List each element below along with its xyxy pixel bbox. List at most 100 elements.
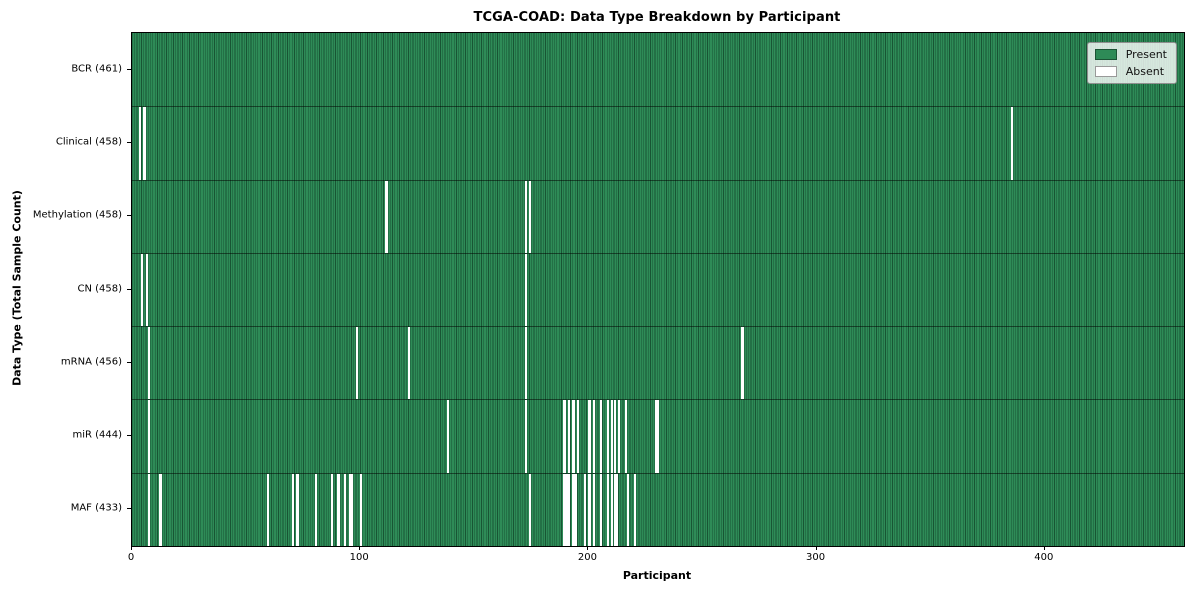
y-tick-label-bcr: BCR (461) xyxy=(71,63,122,75)
x-tick-label: 200 xyxy=(577,552,597,563)
y-tick-label-methylation: Methylation (458) xyxy=(32,209,122,221)
x-tick-mark xyxy=(131,546,132,550)
absent-stripe xyxy=(606,473,609,546)
absent-stripe xyxy=(348,473,352,546)
x-tick-mark xyxy=(1043,546,1045,550)
absent-stripe xyxy=(1010,107,1013,180)
absent-stripe xyxy=(147,473,151,546)
absent-stripe xyxy=(524,180,527,253)
heatmap-row-mir xyxy=(132,399,1184,473)
heatmap-row-methylation xyxy=(132,179,1184,253)
absent-stripe xyxy=(611,473,614,546)
absent-stripe xyxy=(351,473,354,546)
x-tick-mark xyxy=(815,546,817,550)
absent-stripe xyxy=(627,473,630,546)
y-tick-mark xyxy=(127,215,131,217)
absent-stripe xyxy=(524,253,527,327)
absent-stripe xyxy=(291,473,294,546)
absent-stripe xyxy=(567,400,571,473)
x-tick-label: 0 xyxy=(127,552,135,563)
legend: Present Absent xyxy=(1086,42,1177,84)
absent-stripe xyxy=(141,253,144,327)
legend-item-present: Present xyxy=(1094,48,1167,61)
y-tick-label-mir: miR (444) xyxy=(72,429,122,441)
absent-stripe xyxy=(572,473,575,546)
y-tick-mark xyxy=(127,435,131,437)
absent-stripe xyxy=(565,473,568,546)
absent-stripe xyxy=(563,400,566,473)
legend-item-absent: Absent xyxy=(1094,65,1167,78)
absent-stripe xyxy=(588,473,591,546)
absent-stripe xyxy=(266,473,269,546)
absent-stripe xyxy=(145,253,148,327)
absent-stripe xyxy=(618,400,621,473)
heatmap-row-clinical xyxy=(132,106,1184,180)
absent-stripe xyxy=(615,473,619,546)
absent-stripe xyxy=(592,400,596,473)
plot-area: Present Absent xyxy=(131,32,1185,547)
y-tick-mark xyxy=(127,288,131,290)
absent-stripe xyxy=(567,473,571,546)
heatmap-row-mrna xyxy=(132,326,1184,400)
legend-swatch-present-icon xyxy=(1094,49,1117,60)
absent-stripe xyxy=(355,327,358,400)
absent-stripe xyxy=(330,473,333,546)
y-tick-label-clinical: Clinical (458) xyxy=(55,136,122,148)
absent-stripe xyxy=(574,473,577,546)
y-tick-label-mrna: mRNA (456) xyxy=(60,356,122,368)
absent-stripe xyxy=(572,400,575,473)
x-tick-mark xyxy=(359,546,361,550)
legend-label-present: Present xyxy=(1125,48,1167,61)
absent-stripe xyxy=(529,180,532,253)
absent-stripe xyxy=(588,400,591,473)
absent-stripe xyxy=(654,400,657,473)
absent-stripe xyxy=(360,473,363,546)
absent-stripe xyxy=(143,107,146,180)
absent-stripe xyxy=(611,400,614,473)
absent-stripe xyxy=(583,473,587,546)
absent-stripe xyxy=(576,400,580,473)
y-tick-mark xyxy=(127,68,131,70)
x-tick-label: 300 xyxy=(806,552,826,563)
x-tick-mark xyxy=(587,546,589,550)
absent-stripe xyxy=(138,107,142,180)
heatmap-rows-layer xyxy=(132,33,1184,546)
chart-title: TCGA-COAD: Data Type Breakdown by Partic… xyxy=(473,10,841,25)
y-tick-mark xyxy=(127,361,131,363)
legend-label-absent: Absent xyxy=(1125,65,1165,78)
absent-stripe xyxy=(314,473,317,546)
y-tick-label-maf: MAF (433) xyxy=(70,502,122,514)
legend-swatch-absent-icon xyxy=(1094,66,1117,77)
absent-stripe xyxy=(592,473,596,546)
absent-stripe xyxy=(385,180,388,253)
absent-stripe xyxy=(563,473,566,546)
absent-stripe xyxy=(634,473,637,546)
absent-stripe xyxy=(741,327,744,400)
y-axis-label: Data Type (Total Sample Count) xyxy=(10,190,24,386)
absent-stripe xyxy=(529,473,532,546)
absent-stripe xyxy=(613,400,616,473)
absent-stripe xyxy=(599,400,603,473)
absent-stripe xyxy=(408,327,411,400)
y-tick-label-cn: CN (458) xyxy=(77,283,122,294)
absent-stripe xyxy=(446,400,450,473)
absent-stripe xyxy=(606,400,609,473)
y-tick-mark xyxy=(127,508,131,510)
absent-stripe xyxy=(524,327,527,400)
heatmap-row-cn xyxy=(132,252,1184,327)
y-tick-mark xyxy=(127,141,131,143)
absent-stripe xyxy=(656,400,660,473)
x-tick-label: 100 xyxy=(349,552,369,563)
heatmap-row-bcr xyxy=(132,33,1184,107)
absent-stripe xyxy=(147,400,151,473)
absent-stripe xyxy=(624,400,628,473)
heatmap-row-maf xyxy=(132,472,1184,546)
absent-stripe xyxy=(147,327,151,400)
absent-stripe xyxy=(159,473,162,546)
absent-stripe xyxy=(344,473,347,546)
absent-stripe xyxy=(296,473,299,546)
absent-stripe xyxy=(599,473,603,546)
absent-stripe xyxy=(524,400,527,473)
x-axis-label: Participant xyxy=(622,569,692,582)
